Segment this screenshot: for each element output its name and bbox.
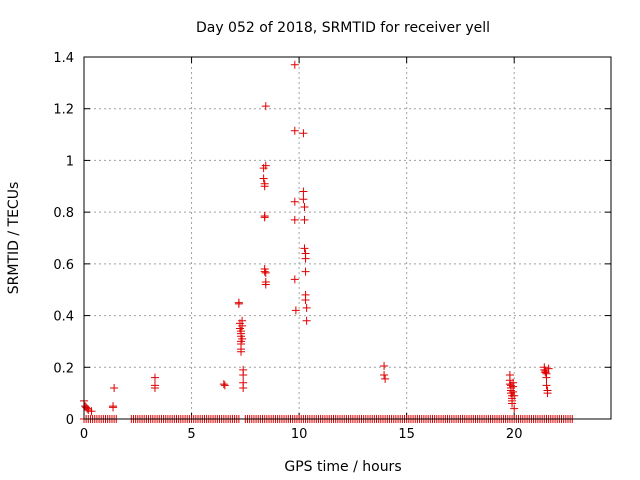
data-point [150, 373, 159, 382]
data-point [510, 391, 519, 400]
chart-title: Day 052 of 2018, SRMTID for receiver yel… [196, 20, 490, 36]
y-axis-label: SRMTID / TECUs [6, 182, 22, 295]
data-point [261, 268, 270, 277]
data-point [290, 60, 299, 69]
data-point [260, 213, 269, 222]
data-point [84, 405, 93, 414]
data-point [290, 197, 299, 206]
data-point [301, 267, 310, 276]
data-point [238, 321, 247, 330]
data-point [510, 404, 519, 413]
y-tick-label: 1.2 [53, 103, 74, 118]
data-point [260, 182, 269, 191]
data-point [150, 383, 159, 392]
data-point [299, 195, 308, 204]
data-point [261, 161, 270, 170]
data-point [219, 380, 228, 389]
data-point [239, 383, 248, 392]
data-point [380, 361, 389, 370]
data-point [238, 334, 247, 343]
data-point [290, 275, 299, 284]
data-point [301, 254, 310, 263]
x-tick-label: 0 [80, 427, 88, 442]
y-tick-label: 1 [66, 154, 74, 169]
data-points [80, 60, 577, 423]
data-point [290, 126, 299, 135]
data-point [508, 399, 517, 408]
data-point [543, 389, 552, 398]
y-tick-label: 1.4 [53, 51, 74, 66]
grid-lines [84, 57, 611, 419]
y-tick-label: 0 [66, 413, 74, 428]
data-point [300, 202, 309, 211]
data-point [542, 373, 551, 382]
data-point [83, 404, 92, 413]
y-axis: 0 0.2 0.4 0.6 0.8 1 1.2 1.4 [53, 51, 611, 428]
data-point [291, 306, 300, 315]
data-point [541, 368, 550, 377]
data-point [302, 303, 311, 312]
data-point [261, 102, 270, 111]
data-point [260, 267, 269, 276]
data-point [290, 215, 299, 224]
x-axis-label: GPS time / hours [284, 459, 401, 475]
data-point [220, 381, 229, 390]
data-point [300, 215, 309, 224]
data-point [109, 403, 118, 412]
x-tick-label: 5 [187, 427, 195, 442]
data-point [261, 280, 270, 289]
y-tick-label: 0.2 [53, 361, 74, 376]
data-point [380, 371, 389, 380]
data-point [381, 374, 390, 383]
data-point [542, 381, 551, 390]
data-point [299, 187, 308, 196]
y-tick-label: 0.4 [53, 310, 74, 325]
data-point [299, 129, 308, 138]
data-point [509, 387, 518, 396]
x-tick-label: 10 [291, 427, 308, 442]
data-point [87, 407, 96, 416]
data-point [301, 296, 310, 305]
data-point [259, 174, 268, 183]
plot-frame [83, 56, 612, 420]
y-tick-label: 0.8 [53, 206, 74, 221]
y-tick-label: 0.6 [53, 258, 74, 273]
data-point [544, 364, 553, 373]
x-tick-label: 15 [398, 427, 415, 442]
data-point [239, 371, 248, 380]
x-axis: 0 5 10 15 20 [80, 57, 523, 442]
x-tick-label: 20 [506, 427, 523, 442]
data-point [110, 383, 119, 392]
data-point [234, 299, 243, 308]
data-point [300, 244, 309, 253]
data-point [237, 347, 246, 356]
data-point [302, 316, 311, 325]
